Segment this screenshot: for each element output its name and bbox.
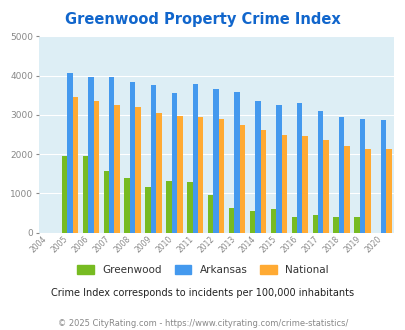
Bar	[198, 117, 203, 233]
Bar	[385, 149, 390, 233]
Bar	[296, 103, 302, 233]
Bar	[312, 215, 317, 233]
Bar	[145, 187, 150, 233]
Bar	[291, 216, 296, 233]
Bar	[213, 89, 218, 233]
Bar	[156, 113, 161, 233]
Text: © 2025 CityRating.com - https://www.cityrating.com/crime-statistics/: © 2025 CityRating.com - https://www.city…	[58, 319, 347, 328]
Bar	[130, 82, 135, 233]
Bar	[281, 135, 286, 233]
Bar	[228, 208, 234, 233]
Text: Crime Index corresponds to incidents per 100,000 inhabitants: Crime Index corresponds to incidents per…	[51, 288, 354, 298]
Bar	[249, 211, 255, 233]
Bar	[124, 179, 130, 233]
Bar	[323, 140, 328, 233]
Bar	[333, 216, 338, 233]
Bar	[239, 125, 245, 233]
Bar	[150, 84, 156, 233]
Bar	[83, 156, 88, 233]
Bar	[187, 182, 192, 233]
Bar	[275, 105, 281, 233]
Bar	[93, 101, 99, 233]
Bar	[302, 136, 307, 233]
Bar	[255, 101, 260, 233]
Bar	[67, 73, 72, 233]
Bar	[364, 149, 370, 233]
Bar	[260, 130, 266, 233]
Bar	[192, 84, 198, 233]
Bar	[270, 209, 275, 233]
Bar	[380, 119, 385, 233]
Bar	[62, 156, 67, 233]
Bar	[177, 116, 182, 233]
Bar	[109, 77, 114, 233]
Bar	[171, 93, 177, 233]
Bar	[72, 97, 78, 233]
Bar	[88, 77, 93, 233]
Text: Greenwood Property Crime Index: Greenwood Property Crime Index	[65, 12, 340, 26]
Bar	[338, 117, 343, 233]
Bar	[234, 92, 239, 233]
Bar	[359, 119, 364, 233]
Bar	[166, 181, 171, 233]
Bar	[135, 107, 141, 233]
Bar	[114, 105, 119, 233]
Legend: Greenwood, Arkansas, National: Greenwood, Arkansas, National	[73, 261, 332, 279]
Bar	[343, 146, 349, 233]
Bar	[354, 216, 359, 233]
Bar	[218, 119, 224, 233]
Bar	[207, 195, 213, 233]
Bar	[317, 111, 323, 233]
Bar	[103, 171, 109, 233]
